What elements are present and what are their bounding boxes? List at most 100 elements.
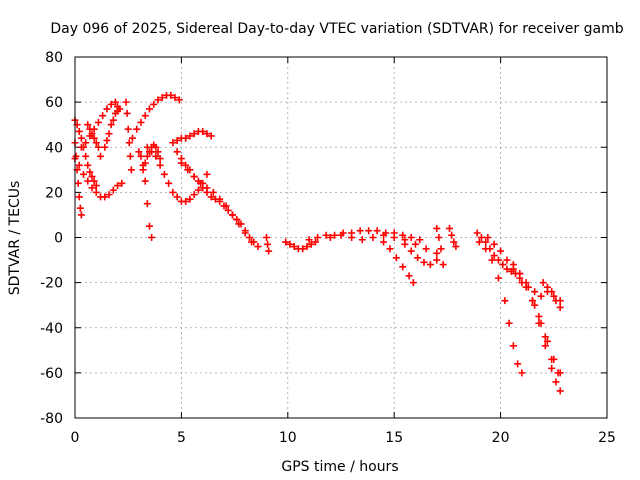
data-point — [497, 247, 505, 255]
data-point — [197, 179, 205, 187]
data-points — [71, 91, 564, 395]
data-point — [399, 231, 407, 239]
data-point — [116, 105, 124, 113]
data-point — [473, 229, 481, 237]
data-point — [137, 152, 145, 160]
data-point — [118, 179, 126, 187]
x-axis-label: GPS time / hours — [281, 459, 398, 475]
data-point — [488, 256, 496, 264]
data-point — [531, 288, 539, 296]
data-point — [331, 231, 339, 239]
data-point — [122, 98, 130, 106]
series-track-19 — [326, 231, 441, 257]
data-point — [84, 121, 92, 129]
chart-title: Day 096 of 2025, Sidereal Day-to-day VTE… — [50, 21, 623, 37]
x-tick-label: 20 — [492, 430, 510, 446]
data-point — [537, 319, 545, 327]
x-tick-label: 0 — [71, 430, 80, 446]
data-point — [207, 132, 215, 140]
data-point — [314, 234, 322, 241]
data-point — [177, 159, 185, 167]
data-point — [543, 283, 551, 291]
data-point — [433, 224, 441, 232]
data-point — [141, 159, 149, 167]
data-point — [537, 292, 545, 300]
data-point — [484, 234, 492, 241]
series-track-23 — [446, 224, 460, 251]
data-point — [199, 127, 207, 135]
data-point — [143, 152, 151, 160]
data-point — [411, 240, 419, 248]
data-point — [548, 364, 556, 372]
data-point — [103, 136, 111, 144]
data-point — [74, 179, 82, 187]
data-point — [123, 109, 131, 117]
data-point — [250, 238, 258, 246]
data-point — [169, 188, 177, 196]
data-point — [426, 261, 434, 269]
axis-ticks: 0 5 10 15 20 25 -80 -60 -40 -20 0 20 40 60 80 — [40, 50, 616, 446]
data-point — [452, 243, 460, 251]
data-point — [124, 125, 132, 133]
data-point — [422, 245, 430, 253]
data-point — [556, 369, 564, 377]
data-point — [207, 193, 215, 201]
data-point — [550, 355, 558, 363]
data-point — [505, 319, 513, 327]
data-point — [152, 143, 160, 151]
data-point — [222, 202, 230, 210]
x-tick-label: 5 — [177, 430, 186, 446]
data-point — [150, 100, 158, 108]
data-point — [94, 143, 102, 151]
data-point — [107, 100, 115, 108]
data-point — [543, 337, 551, 345]
data-point — [190, 191, 198, 199]
data-point — [114, 182, 122, 190]
x-tick-label: 15 — [385, 430, 403, 446]
series-track-17 — [282, 238, 319, 253]
data-point — [184, 166, 192, 174]
data-point — [182, 134, 190, 142]
data-point — [103, 105, 111, 113]
data-point — [77, 134, 85, 142]
data-point — [401, 240, 409, 248]
data-point — [101, 193, 109, 201]
data-point — [137, 118, 145, 126]
data-point — [392, 254, 400, 262]
data-point — [241, 227, 249, 235]
data-point — [437, 245, 445, 253]
series-track-20 — [380, 238, 417, 287]
data-point — [552, 378, 560, 386]
data-point — [501, 297, 509, 305]
data-point — [165, 179, 173, 187]
data-point — [175, 96, 183, 104]
series-track-2 — [71, 139, 85, 219]
data-point — [105, 130, 113, 138]
data-point — [407, 234, 415, 241]
data-point — [539, 279, 547, 287]
data-point — [233, 215, 241, 223]
data-point — [337, 231, 345, 239]
series-track-28 — [518, 279, 564, 305]
series-track-8 — [128, 91, 183, 142]
series-track-22 — [433, 224, 447, 269]
data-point — [482, 245, 490, 253]
series-track-30 — [539, 279, 564, 311]
data-point — [503, 256, 511, 264]
data-point — [228, 211, 236, 219]
data-point — [209, 188, 217, 196]
series-track-12 — [169, 127, 215, 147]
data-point — [399, 263, 407, 271]
series-track-15 — [233, 215, 262, 251]
data-point — [380, 238, 388, 246]
data-point — [125, 139, 133, 147]
data-point — [237, 220, 245, 228]
data-point — [224, 206, 232, 214]
series-track-6 — [101, 105, 124, 151]
data-point — [156, 155, 164, 163]
data-point — [133, 125, 141, 133]
data-point — [80, 170, 88, 178]
data-point — [475, 238, 483, 246]
data-point — [158, 94, 166, 102]
